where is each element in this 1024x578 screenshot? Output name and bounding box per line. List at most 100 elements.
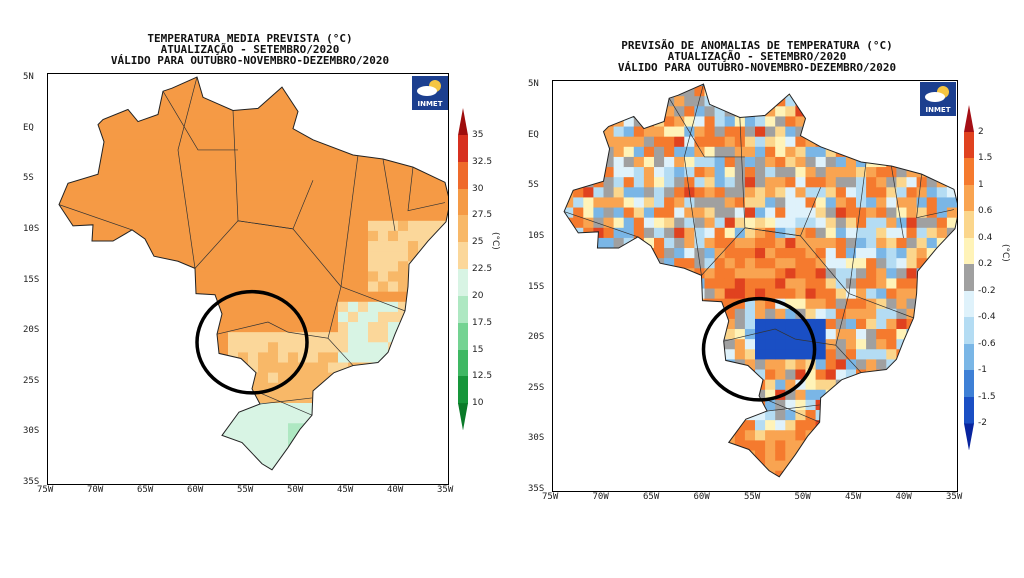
grid-cell — [338, 139, 349, 151]
grid-cell — [118, 79, 129, 90]
grid-cell — [806, 481, 817, 491]
grid-cell — [128, 352, 139, 364]
grid-cell — [48, 170, 59, 181]
grid-cell — [583, 167, 594, 178]
grid-cell — [896, 207, 907, 219]
grid-cell — [148, 220, 159, 232]
grid-cell — [866, 440, 877, 452]
grid-cell — [378, 372, 389, 384]
grid-cell — [724, 187, 736, 198]
grid-cell — [643, 470, 655, 477]
grid-cell — [158, 210, 169, 222]
grid-cell — [835, 86, 847, 97]
grid-cell — [78, 129, 89, 141]
grid-cell — [866, 86, 877, 97]
grid-cell — [198, 291, 209, 303]
grid-cell — [573, 288, 584, 300]
grid-cell — [593, 481, 604, 491]
grid-cell — [633, 177, 645, 188]
grid-cell — [98, 474, 109, 484]
grid-cell — [866, 399, 877, 411]
grid-cell — [886, 440, 897, 452]
grid-cell — [775, 349, 786, 360]
grid-cell — [775, 197, 786, 209]
grid-cell — [714, 177, 726, 188]
grid-cell — [613, 136, 625, 148]
colorbar-segment — [964, 158, 974, 186]
grid-cell — [835, 167, 847, 178]
grid-cell — [128, 220, 139, 232]
grid-cell — [98, 403, 109, 414]
grid-cell — [946, 146, 957, 158]
grid-cell — [328, 453, 339, 465]
grid-cell — [916, 187, 928, 198]
grid-cell — [438, 352, 448, 364]
grid-cell — [674, 126, 685, 138]
grid-cell — [564, 339, 574, 350]
grid-cell — [553, 157, 564, 168]
grid-cell — [308, 119, 319, 131]
grid-cell — [198, 443, 209, 455]
grid-cell — [946, 248, 957, 259]
grid-cell — [368, 230, 379, 242]
grid-cell — [714, 389, 726, 401]
grid-cell — [138, 261, 149, 272]
grid-cell — [765, 167, 776, 178]
grid-cell — [603, 460, 615, 472]
grid-cell — [438, 230, 448, 242]
grid-cell — [318, 301, 329, 313]
grid-cell — [775, 146, 786, 158]
grid-cell — [258, 210, 269, 222]
grid-cell — [564, 156, 574, 168]
grid-cell — [603, 106, 615, 117]
state-border — [382, 158, 396, 231]
grid-cell — [633, 84, 645, 87]
grid-cell — [188, 433, 199, 445]
grid-cell — [704, 116, 716, 128]
grid-cell — [148, 230, 159, 242]
grid-cell — [744, 248, 756, 259]
grid-cell — [308, 230, 319, 242]
grid-cell — [158, 129, 169, 141]
grid-cell — [886, 369, 897, 381]
grid-cell — [348, 109, 359, 121]
grid-cell — [178, 453, 189, 465]
grid-cell — [704, 430, 716, 441]
grid-cell — [268, 453, 279, 465]
grid-cell — [88, 149, 99, 161]
grid-cell — [308, 322, 319, 333]
grid-cell — [218, 301, 229, 313]
grid-cell — [148, 443, 159, 455]
grid-cell — [368, 382, 379, 394]
grid-cell — [108, 89, 119, 100]
grid-cell — [298, 342, 309, 353]
grid-cell — [248, 311, 259, 323]
grid-cell — [358, 443, 369, 455]
grid-cell — [583, 126, 594, 138]
grid-cell — [613, 248, 625, 259]
grid-cell — [664, 248, 675, 259]
grid-cell — [98, 322, 109, 333]
grid-cell — [338, 433, 349, 445]
grid-cell — [805, 389, 817, 401]
grid-cell — [378, 271, 389, 283]
grid-cell — [128, 311, 139, 323]
grid-cell — [916, 116, 928, 128]
grid-cell — [704, 460, 716, 472]
grid-cell — [408, 423, 419, 434]
grid-cell — [654, 450, 665, 462]
grid-cell — [906, 399, 918, 411]
grid-cell — [268, 139, 279, 151]
grid-cell — [553, 197, 564, 208]
grid-cell — [734, 136, 746, 148]
grid-cell — [318, 77, 329, 80]
grid-cell — [694, 187, 705, 198]
colorbar-segment — [964, 264, 974, 292]
grid-cell — [815, 389, 827, 401]
grid-cell — [926, 349, 938, 360]
grid-cell — [704, 146, 716, 158]
grid-cell — [168, 281, 179, 293]
grid-cell — [138, 433, 149, 445]
grid-cell — [815, 177, 827, 188]
grid-cell — [744, 308, 756, 320]
